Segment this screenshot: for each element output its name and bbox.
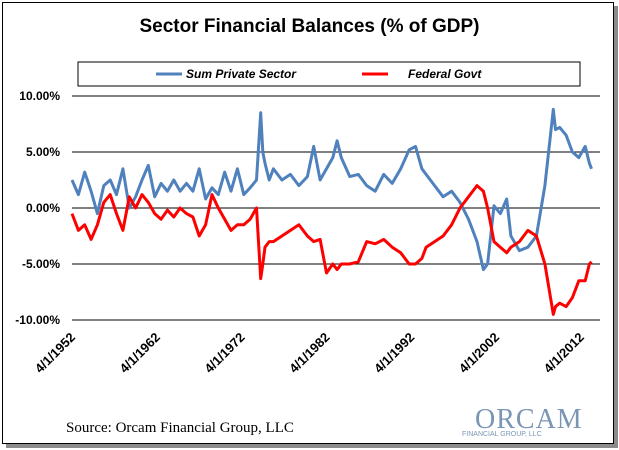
legend: Sum Private Sector Federal Govt (77, 61, 581, 87)
legend-label: Sum Private Sector (186, 67, 297, 81)
chart-title: Sector Financial Balances (% of GDP) (139, 16, 480, 37)
x-tick-label: 4/1/1982 (286, 330, 332, 376)
x-tick-label: 4/1/1972 (201, 330, 247, 376)
x-tick-label: 4/1/1952 (32, 330, 78, 376)
y-tick-label: 10.00% (19, 89, 60, 103)
series-line-federal-govt (70, 184, 593, 316)
y-tick-label: 0.00% (26, 201, 60, 215)
x-axis-ticks: 4/1/1952 4/1/1962 4/1/1972 4/1/1982 4/1/1992… (32, 330, 587, 376)
x-tick-label: 4/1/1992 (371, 330, 417, 376)
orcam-logo: ORCAM (475, 404, 583, 435)
series-line-private-sector (70, 107, 593, 272)
x-tick-label: 4/1/2012 (541, 330, 587, 376)
gridlines (72, 95, 600, 321)
series-lines (70, 107, 593, 316)
source-note: Source: Orcam Financial Group, LLC (66, 420, 294, 436)
orcam-logo-tagline: FINANCIAL GROUP, LLC (462, 431, 542, 438)
x-tick-label: 4/1/1962 (117, 330, 163, 376)
x-tick-label: 4/1/2002 (456, 330, 502, 376)
y-tick-label: -10.00% (15, 313, 60, 327)
legend-box (77, 61, 581, 87)
y-tick-label: 5.00% (26, 145, 60, 159)
legend-label: Federal Govt (408, 67, 482, 81)
y-tick-label: -5.00% (22, 257, 60, 271)
y-axis-ticks: 10.00% 5.00% 0.00% -5.00% -10.00% (15, 89, 60, 327)
